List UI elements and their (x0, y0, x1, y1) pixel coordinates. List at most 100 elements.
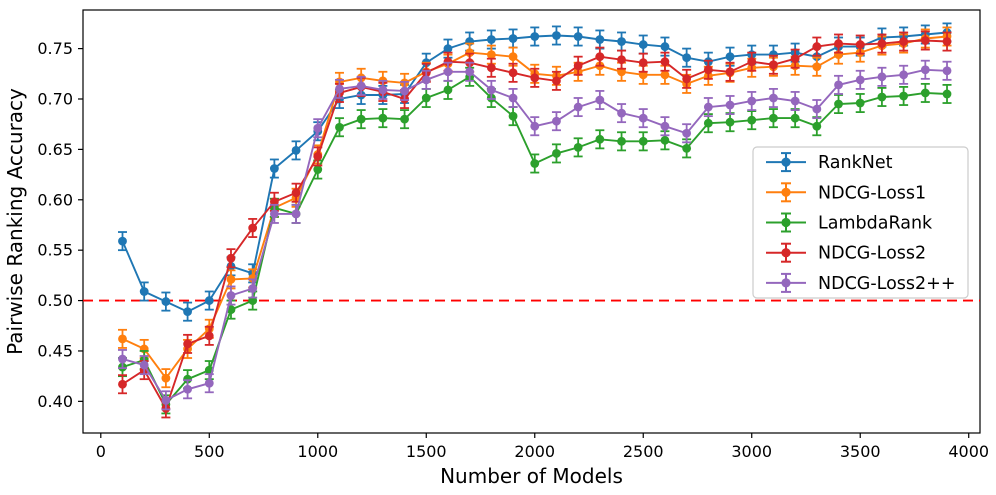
legend-item-LambdaRank: LambdaRank (766, 212, 933, 234)
data-point-marker (552, 31, 561, 40)
data-point-marker (313, 165, 323, 174)
y-tick-label: 0.75 (37, 39, 73, 58)
data-point-marker (725, 67, 735, 77)
data-point-marker (335, 122, 344, 132)
data-point-marker (552, 116, 561, 126)
data-point-marker (356, 114, 366, 124)
data-point-marker (183, 374, 192, 384)
data-point-marker (248, 223, 258, 233)
legend-label: LambdaRank (818, 214, 933, 234)
data-point-marker (682, 143, 692, 153)
legend: RankNet NDCG-Loss1 LambdaRank NDCG-Loss2 NDC… (752, 146, 969, 299)
x-tick-label: 500 (194, 442, 225, 461)
x-tick-label: 1500 (406, 442, 447, 461)
data-point-marker (508, 68, 518, 78)
legend-item-NDCG-Loss2++: NDCG-Loss2++ (766, 272, 956, 294)
data-point-marker (617, 136, 626, 146)
y-tick-label: 0.45 (37, 341, 73, 360)
x-tick-label: 1000 (297, 442, 338, 461)
data-point-marker (530, 121, 540, 131)
data-point-marker (790, 96, 800, 106)
legend-item-NDCG-Loss2: NDCG-Loss2 (766, 242, 926, 264)
data-point-marker (378, 85, 388, 95)
data-point-marker (443, 85, 453, 95)
data-point-marker (465, 67, 475, 77)
legend-marker-icon (781, 248, 791, 258)
data-point-marker (769, 60, 778, 70)
data-point-marker (638, 113, 648, 123)
data-point-marker (313, 123, 323, 133)
data-point-marker (573, 61, 583, 71)
data-point-marker (617, 108, 626, 118)
data-point-marker (552, 76, 561, 86)
data-point-marker (660, 57, 670, 67)
legend-box (752, 146, 969, 299)
data-point-marker (855, 40, 865, 49)
data-point-marker (855, 75, 865, 85)
data-point-marker (682, 53, 692, 63)
data-point-marker (747, 115, 757, 125)
data-point-marker (638, 58, 648, 68)
data-point-marker (660, 70, 670, 80)
data-point-marker (204, 296, 214, 305)
legend-label: NDCG-Loss2 (818, 244, 926, 264)
data-point-marker (183, 307, 192, 317)
data-point-marker (486, 50, 496, 60)
data-point-marker (552, 149, 561, 158)
y-tick-label: 0.65 (37, 140, 73, 159)
data-point-marker (877, 92, 887, 102)
legend-marker-icon (781, 217, 791, 228)
data-point-marker (269, 209, 279, 219)
data-point-marker (486, 35, 496, 44)
data-point-marker (617, 37, 626, 46)
data-point-marker (899, 91, 909, 101)
y-tick-label: 0.40 (37, 392, 73, 411)
data-point-marker (812, 52, 822, 62)
data-point-marker (530, 159, 540, 168)
data-point-marker (920, 65, 930, 75)
data-point-marker (595, 134, 605, 144)
data-point-marker (812, 121, 822, 131)
data-point-marker (291, 145, 301, 155)
data-point-marker (508, 34, 518, 43)
x-tick-label: 3000 (731, 442, 772, 461)
legend-marker-icon (781, 157, 791, 167)
data-point-marker (313, 152, 323, 161)
data-point-marker (400, 86, 409, 96)
data-point-marker (855, 98, 865, 108)
data-point-marker (573, 142, 583, 152)
y-axis-label: Pairwise Ranking Accuracy (3, 88, 27, 355)
data-point-marker (183, 384, 192, 394)
legend-marker-icon (781, 278, 791, 288)
data-point-marker (443, 57, 453, 67)
x-tick-label: 4000 (948, 442, 989, 461)
legend-label: NDCG-Loss1 (818, 183, 926, 203)
data-point-marker (421, 75, 431, 85)
data-point-marker (356, 81, 366, 91)
x-tick-label: 2500 (623, 442, 664, 461)
data-point-marker (226, 253, 236, 263)
data-point-marker (812, 42, 822, 51)
data-point-marker (443, 67, 453, 77)
data-point-marker (682, 128, 692, 138)
data-point-marker (161, 297, 171, 306)
data-point-marker (204, 331, 214, 341)
data-point-marker (595, 95, 605, 105)
data-point-marker (595, 52, 605, 62)
y-tick-label: 0.55 (37, 241, 73, 260)
data-point-marker (834, 39, 843, 48)
data-point-marker (139, 360, 149, 370)
data-point-marker (638, 40, 648, 49)
data-point-marker (660, 121, 670, 131)
data-point-marker (660, 42, 670, 51)
data-point-marker (682, 74, 692, 84)
data-point-marker (183, 339, 192, 349)
data-point-marker (118, 236, 127, 246)
data-point-marker (118, 379, 127, 389)
data-point-marker (747, 57, 757, 67)
data-point-marker (703, 65, 713, 75)
data-point-marker (725, 52, 735, 62)
data-point-marker (942, 89, 952, 99)
data-point-marker (161, 373, 171, 383)
